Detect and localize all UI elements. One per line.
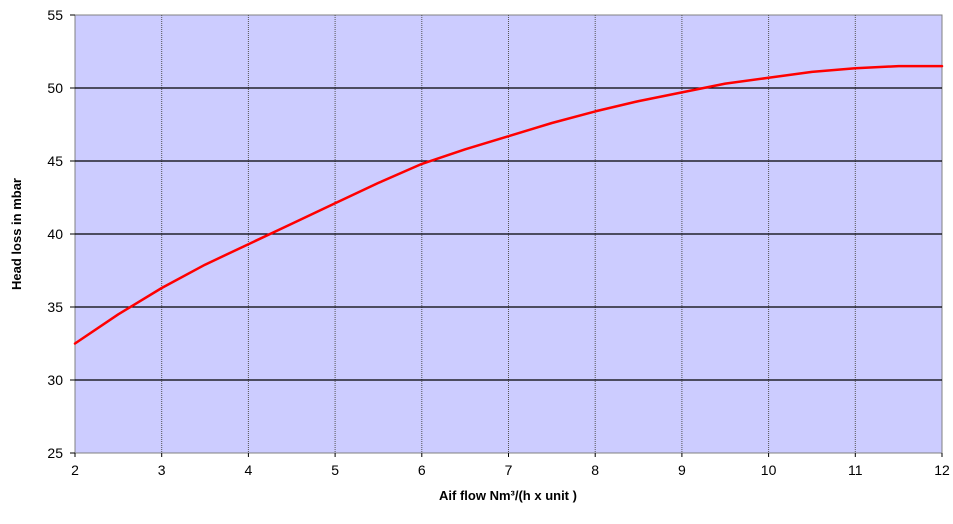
y-axis-title: Head loss in mbar bbox=[9, 178, 24, 290]
y-tick-label: 35 bbox=[47, 299, 63, 315]
x-tick-label: 9 bbox=[678, 462, 686, 478]
series-layer bbox=[73, 64, 944, 345]
y-tick-label: 40 bbox=[47, 226, 63, 242]
y-tick-label: 30 bbox=[47, 372, 63, 388]
x-tick-label: 11 bbox=[848, 462, 863, 478]
x-tick-label: 7 bbox=[505, 462, 513, 478]
x-tick-label: 5 bbox=[331, 462, 339, 478]
horizontal-gridlines bbox=[75, 87, 942, 381]
y-tick-label: 50 bbox=[47, 80, 63, 96]
x-tick-label: 12 bbox=[934, 462, 950, 478]
x-tick-label: 2 bbox=[71, 462, 79, 478]
x-tick-label: 3 bbox=[158, 462, 166, 478]
y-tick-label: 55 bbox=[47, 7, 63, 23]
x-tick-label: 4 bbox=[245, 462, 253, 478]
x-tick-label: 10 bbox=[761, 462, 777, 478]
x-axis-title: Aif flow Nm³/(h x unit ) bbox=[439, 488, 577, 503]
y-tick-label: 25 bbox=[47, 445, 63, 461]
y-tick-labels: 25 30 35 40 45 50 55 bbox=[47, 7, 75, 461]
x-tick-label: 6 bbox=[418, 462, 426, 478]
x-tick-label: 8 bbox=[591, 462, 599, 478]
series-line bbox=[73, 64, 944, 345]
x-tick-labels: 2 3 4 5 6 7 8 9 10 11 12 bbox=[71, 453, 950, 478]
y-tick-label: 45 bbox=[47, 153, 63, 169]
